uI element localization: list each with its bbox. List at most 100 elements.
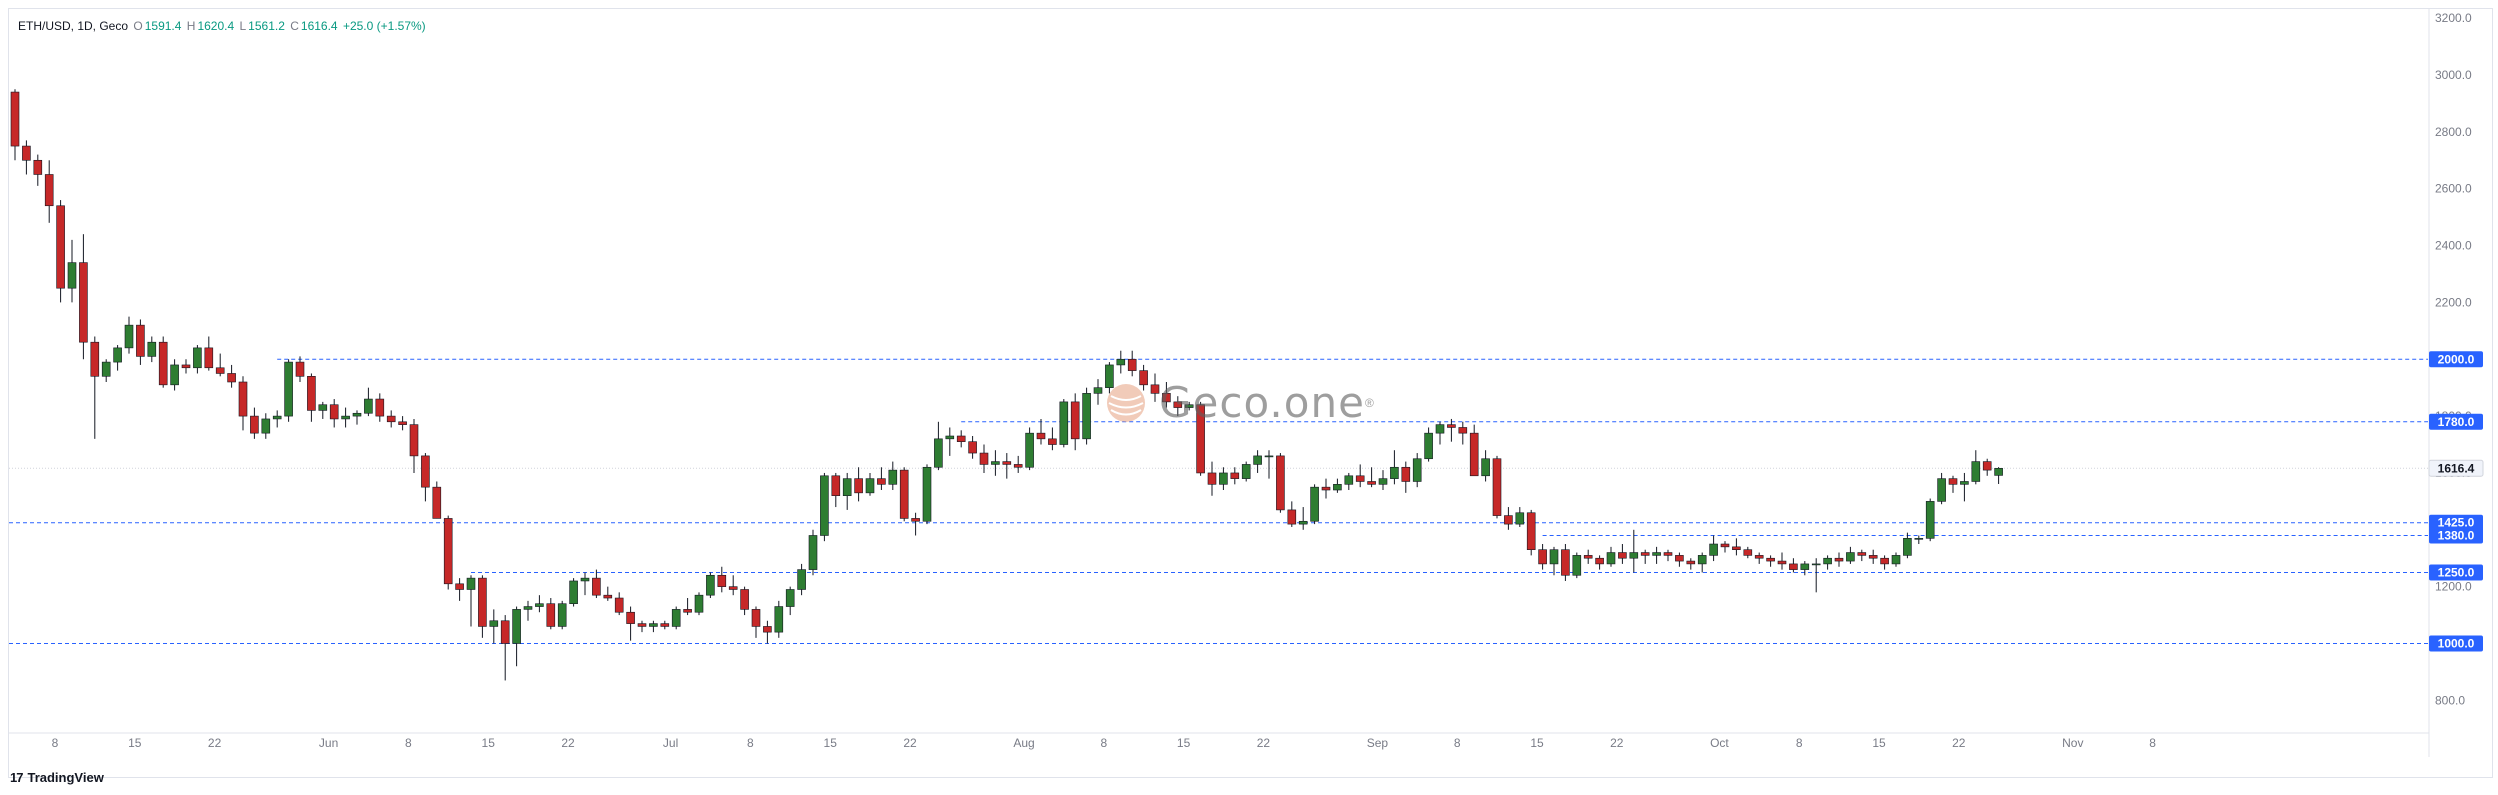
chart-frame[interactable] [8, 8, 2493, 778]
candle-body [1538, 549, 1547, 565]
candle [215, 353, 225, 377]
candle-body [1002, 461, 1012, 465]
candle-body [227, 373, 236, 383]
candle [1732, 538, 1741, 556]
candle [728, 575, 738, 596]
candle-body [1458, 427, 1468, 434]
candle [808, 529, 818, 576]
y-tick-label: 3200.0 [2435, 11, 2472, 25]
candle-body [1982, 461, 1992, 471]
candle-body [1515, 512, 1525, 525]
candle-body [1663, 552, 1673, 556]
candle-body [649, 623, 658, 627]
candle-body [1184, 404, 1194, 408]
candle-body [1743, 549, 1753, 556]
candle-body [478, 577, 487, 627]
candle [250, 407, 259, 439]
x-tick-label: 8 [2149, 736, 2156, 750]
candle-body [694, 594, 704, 613]
candle [1139, 364, 1148, 391]
candle-body [1754, 555, 1764, 559]
x-tick-label: 15 [1530, 736, 1544, 750]
candle [569, 578, 578, 607]
candle-body [124, 324, 134, 349]
candle [774, 600, 784, 638]
candle [1994, 467, 2003, 484]
candle-body [398, 421, 407, 425]
candle-body [1903, 538, 1912, 556]
candle [158, 336, 168, 388]
candle-body [1800, 563, 1810, 570]
candle [1378, 470, 1388, 491]
candle-body [911, 518, 920, 522]
x-tick-label: 22 [1257, 736, 1271, 750]
candle-body [728, 586, 738, 590]
x-tick-label: 22 [561, 736, 575, 750]
candle-body [10, 91, 20, 147]
candle-body [1583, 555, 1593, 559]
candle-body [1059, 401, 1069, 445]
candle-body [1914, 538, 1924, 540]
candle-body [193, 347, 202, 369]
candle [1059, 399, 1069, 448]
legend-high: 1620.4 [197, 19, 235, 33]
candle [238, 376, 248, 431]
candle [865, 472, 875, 496]
candle-body [1629, 552, 1639, 559]
candle-body [945, 435, 955, 440]
candle [352, 410, 362, 425]
level-price-label: 1380.0 [2438, 528, 2475, 542]
candle-body [854, 478, 863, 494]
candle [1310, 484, 1319, 525]
candle-body [1390, 466, 1399, 479]
level-price-tag [2429, 413, 2483, 430]
candle [318, 401, 328, 419]
candle [649, 620, 658, 633]
candle [1367, 467, 1376, 488]
candle-body [934, 438, 943, 468]
y-tick-label: 2600.0 [2435, 182, 2472, 196]
candle [443, 515, 453, 590]
candle-body [113, 347, 122, 363]
candle-body [329, 404, 339, 420]
tradingview-footer[interactable]: 17 TradingView [10, 770, 104, 785]
candle-body [352, 412, 362, 417]
candle-body [1618, 552, 1627, 559]
candle [398, 416, 407, 431]
candle [1652, 546, 1661, 564]
y-tick-label: 1200.0 [2435, 580, 2472, 594]
candle [1390, 450, 1399, 485]
candle-body [968, 441, 977, 454]
candle-body [284, 361, 293, 417]
level-price-tag [2429, 635, 2483, 652]
candle-body [569, 580, 578, 605]
candle-body [33, 159, 43, 175]
candle [1355, 464, 1365, 488]
candle [500, 615, 510, 681]
x-tick-label: 15 [128, 736, 142, 750]
level-price-tag [2429, 564, 2483, 581]
candle-body [1777, 560, 1787, 565]
symbol-legend: ETH/USD, 1D, Geco O 1591.4 H 1620.4 L 1561.… [18, 19, 428, 33]
candle [831, 472, 841, 508]
candle-body [1253, 455, 1262, 465]
candle [1116, 350, 1126, 374]
candle-body [1971, 461, 1981, 482]
candle [911, 512, 920, 536]
candle-body [831, 475, 841, 496]
candle-body [1595, 557, 1604, 565]
candle-body [1561, 549, 1570, 576]
candle-body [1720, 543, 1730, 548]
candle-body [820, 475, 829, 536]
candle [261, 413, 271, 439]
candle [1424, 427, 1433, 462]
candle-body [1093, 387, 1103, 394]
x-tick-label: 8 [1454, 736, 1461, 750]
candle-body [409, 424, 419, 457]
candle [1184, 401, 1194, 411]
candle [1025, 427, 1034, 471]
watermark-text: Geco.one [1159, 378, 1365, 427]
candle-body [272, 415, 282, 420]
